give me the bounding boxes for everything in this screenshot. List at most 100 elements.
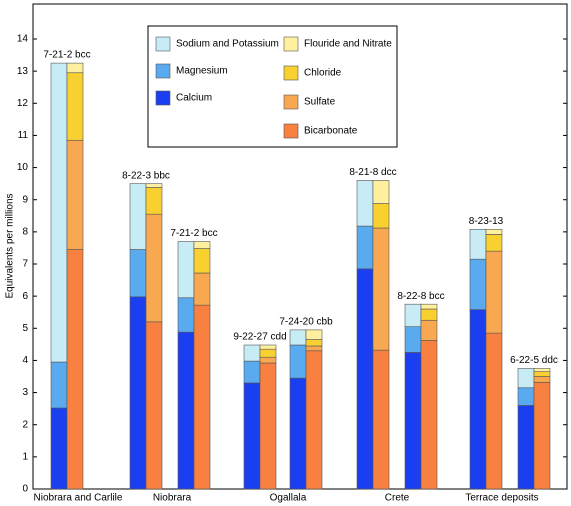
y-tick-label: 13	[17, 66, 29, 77]
bar-segment	[372, 203, 390, 229]
bar-segment	[404, 326, 422, 353]
bar-segment	[485, 250, 503, 334]
bar-segment	[193, 304, 211, 490]
bar-segment	[420, 319, 438, 341]
bar-segment	[372, 349, 390, 490]
bar-segment	[485, 234, 503, 252]
bar-segment	[145, 213, 163, 323]
bar-segment	[259, 348, 277, 358]
legend-swatch	[155, 36, 171, 52]
bar-segment	[485, 332, 503, 490]
well-label: 8-23-13	[469, 216, 504, 227]
bar-segment	[243, 344, 261, 362]
bar-segment	[420, 340, 438, 490]
bar-segment	[50, 361, 68, 409]
bar-segment	[193, 272, 211, 306]
legend-swatch	[283, 65, 299, 81]
y-tick-label: 6	[22, 291, 28, 302]
bar-segment	[356, 225, 374, 270]
bar-segment	[517, 368, 535, 389]
y-tick-label: 11	[18, 130, 29, 141]
bar-segment	[50, 407, 68, 490]
bar-segment	[517, 387, 535, 406]
legend-label: Bicarbonate	[304, 126, 358, 137]
bar-segment	[177, 241, 195, 299]
bar-segment	[305, 329, 323, 340]
group-label: Niobrara	[153, 493, 192, 504]
group-label: Terrace deposits	[465, 493, 538, 504]
bar-segment	[259, 344, 277, 350]
group-label: Ogallala	[270, 493, 307, 504]
legend-swatch	[155, 63, 171, 79]
group-label: Niobrara and Carlile	[34, 493, 123, 504]
legend-swatch	[283, 94, 299, 110]
y-tick-label: 4	[22, 355, 28, 366]
y-tick-label: 0	[22, 484, 28, 495]
bar-segment	[533, 376, 551, 383]
bar-segment	[356, 268, 374, 490]
bar-segment	[404, 303, 422, 327]
bar-segment	[289, 377, 307, 490]
well-label: 8-22-3 bbc	[122, 170, 170, 181]
bar-segment	[420, 303, 438, 310]
bar-segment	[372, 180, 390, 204]
legend-label: Chloride	[304, 68, 342, 79]
y-tick-label: 10	[17, 162, 29, 173]
well-label: 6-22-5 ddc	[510, 355, 558, 366]
bar-segment	[356, 180, 374, 227]
bar-segment	[305, 339, 323, 347]
y-tick-label: 7	[22, 259, 28, 270]
bar-segment	[469, 309, 487, 490]
legend-label: Magnesium	[176, 66, 228, 77]
bar-segment	[485, 228, 503, 235]
bar-segment	[177, 297, 195, 333]
bar-segment	[193, 241, 211, 249]
bar-segment	[66, 72, 84, 141]
legend-swatch	[155, 90, 171, 106]
bar-segment	[50, 62, 68, 363]
bar-segment	[145, 183, 163, 188]
bar-segment	[243, 360, 261, 384]
bar-segment	[533, 381, 551, 490]
bar-segment	[66, 62, 84, 74]
bar-segment	[66, 249, 84, 490]
well-label: 7-21-2 bcc	[43, 50, 90, 61]
y-tick-label: 5	[22, 323, 28, 334]
well-label: 7-24-20 cbb	[279, 317, 333, 328]
bar-segment	[533, 371, 551, 377]
bar-segment	[177, 331, 195, 490]
y-tick-label: 8	[22, 226, 28, 237]
y-tick-label: 9	[22, 194, 28, 205]
y-tick-label: 1	[22, 451, 28, 462]
bar-segment	[66, 139, 84, 250]
y-tick-label: 2	[22, 419, 28, 430]
legend-swatch	[283, 36, 299, 52]
legend-swatch	[283, 123, 299, 139]
well-label: 8-22-8 bcc	[397, 291, 444, 302]
bar-segment	[305, 350, 323, 490]
well-label: 9-22-27 cdd	[233, 332, 286, 343]
bar-segment	[193, 248, 211, 274]
y-axis-label: Equivalents per millions	[5, 193, 16, 298]
well-label: 7-21-2 bcc	[170, 228, 217, 239]
legend-label: Sodium and Potassium	[176, 39, 279, 50]
bar-segment	[145, 187, 163, 215]
bar-segment	[289, 329, 307, 346]
bar-segment	[420, 308, 438, 321]
bar-segment	[289, 344, 307, 379]
legend-label: Calcium	[176, 93, 212, 104]
bar-segment	[305, 345, 323, 352]
bar-segment	[517, 405, 535, 490]
bar-segment	[372, 227, 390, 351]
legend-label: Flouride and Nitrate	[304, 39, 392, 50]
bar-segment	[129, 296, 147, 490]
bar-segment	[129, 183, 147, 250]
bar-segment	[145, 321, 163, 490]
bar-segment	[404, 352, 422, 490]
well-label: 8-21-8 dcc	[349, 167, 396, 178]
y-tick-label: 14	[17, 34, 29, 45]
bar-segment	[469, 258, 487, 310]
bar-segment	[259, 362, 277, 490]
bar-segment	[129, 249, 147, 298]
